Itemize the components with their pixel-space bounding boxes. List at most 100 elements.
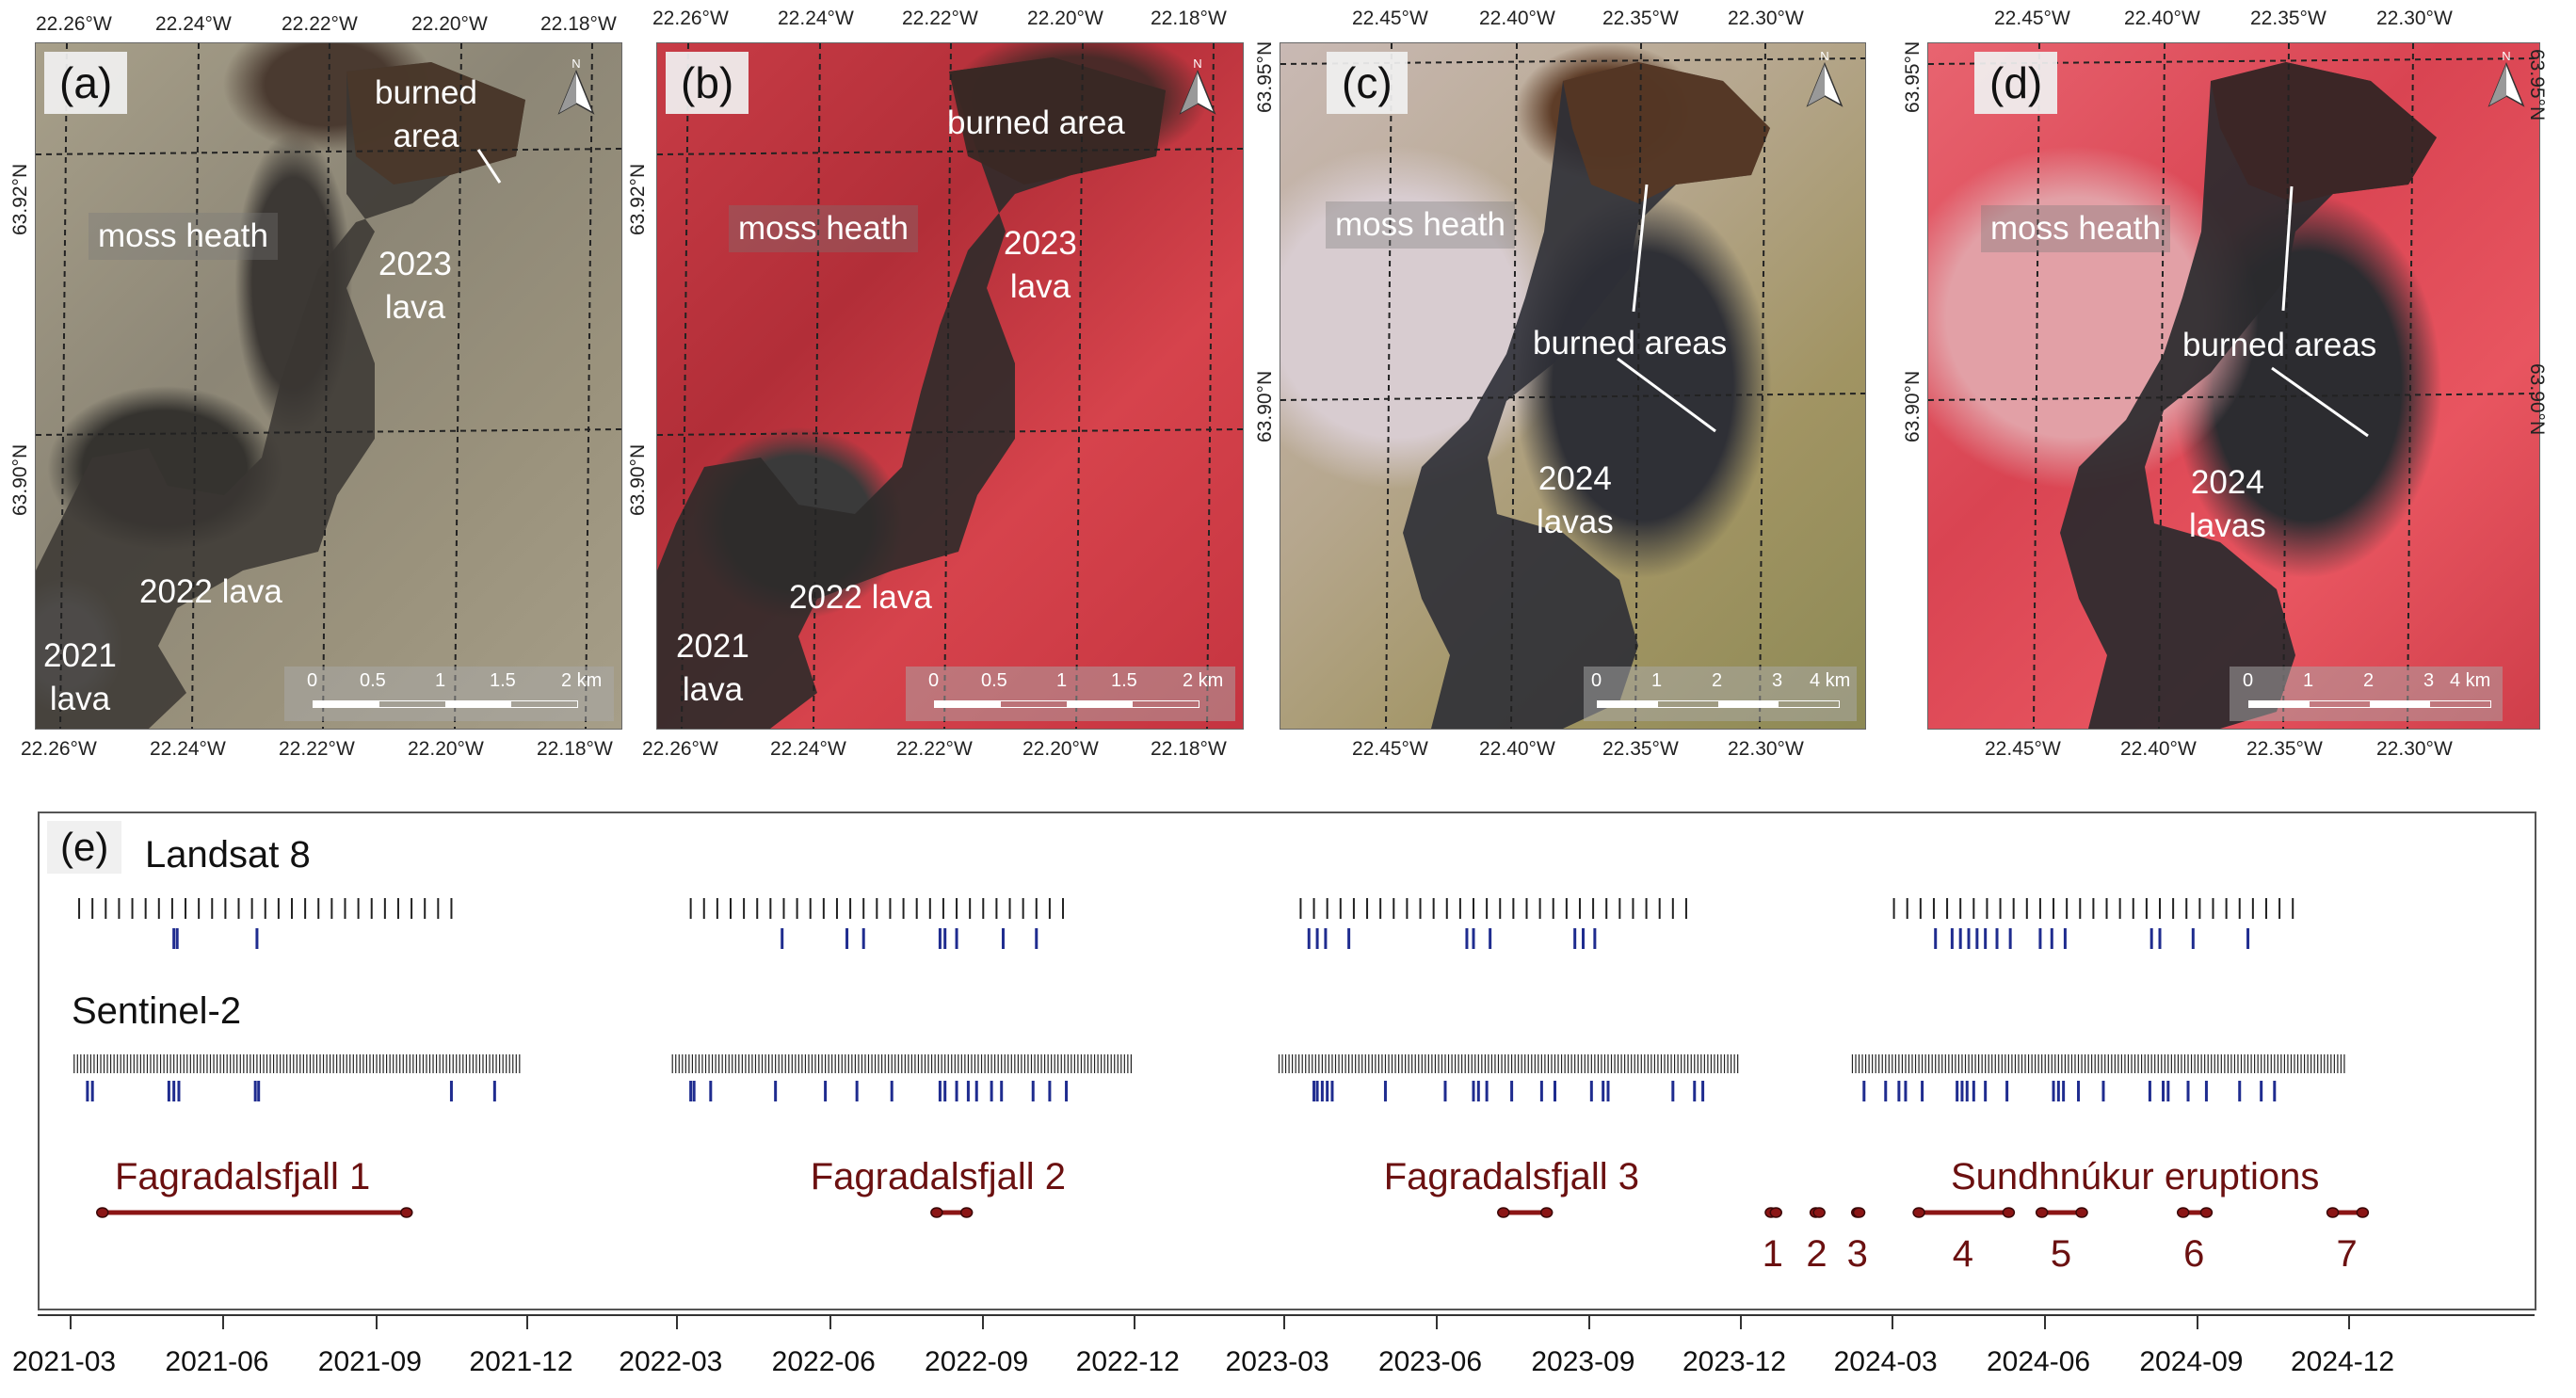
burned-areas-label-c: burned areas: [1533, 325, 1728, 362]
lava-flows-b: [657, 43, 1243, 729]
axis-tick-mark: [1891, 1314, 1893, 1329]
lava-2022-label-b: 2022 lava: [789, 579, 932, 616]
scale-tick: 1: [1651, 670, 1663, 691]
axis-tick-label: 2021-03: [12, 1346, 117, 1377]
eruption-end-marker: [930, 1207, 943, 1218]
scale-tick: 0: [1591, 670, 1602, 691]
axis-tick-mark: [829, 1314, 831, 1329]
top-tick: 22.35°W: [1602, 8, 1679, 29]
north-arrow-n-c: N: [1820, 49, 1828, 63]
burned-area-label-a: burned area: [375, 74, 477, 154]
axis-tick-mark: [375, 1314, 378, 1329]
scale-tick: 1: [1056, 670, 1068, 691]
right-tick: 63.90°N: [2526, 363, 2548, 436]
top-tick: 22.22°W: [282, 13, 358, 35]
lava-flows-c: [1280, 43, 1865, 729]
burned-areas-label-d: burned areas: [2182, 327, 2377, 363]
left-tick: 63.90°N: [1902, 370, 1924, 442]
eruption-end-marker: [2035, 1207, 2049, 1218]
north-arrow-n-d: N: [2502, 49, 2510, 63]
scale-tick: 1: [2303, 670, 2314, 691]
north-arrow-n-a: N: [572, 56, 580, 71]
scale-tick: 0: [307, 670, 318, 691]
panel-e-label: (e): [47, 821, 122, 874]
lava-2021-label-b: 2021 lava: [676, 628, 749, 708]
north-arrow-d: N: [2486, 45, 2527, 111]
axis-tick-label: 2022-09: [925, 1346, 1029, 1377]
top-tick: 22.18°W: [540, 13, 617, 35]
eruption-end-marker: [1852, 1207, 1866, 1218]
eruption-end-marker: [2176, 1207, 2190, 1218]
eruption-end-marker: [2002, 1207, 2016, 1218]
scale-tick: 0.5: [360, 670, 386, 691]
axis-tick-label: 2021-06: [165, 1346, 269, 1377]
lava-2024-label-d: 2024 lavas: [2189, 464, 2266, 544]
sundhnukur-number: 1: [1762, 1233, 1783, 1275]
map-image-b: (b) burned area moss heath 2023 lava 202…: [656, 42, 1244, 730]
left-tick: 63.90°N: [1254, 370, 1276, 442]
scale-bar-c: [1584, 667, 1857, 721]
eruption-end-marker: [1497, 1207, 1510, 1218]
scale-tick: 2 km: [561, 670, 603, 691]
axis-tick-mark: [2348, 1314, 2350, 1329]
top-tick: 22.35°W: [2250, 8, 2326, 29]
axis-tick-mark: [1282, 1314, 1285, 1329]
moss-heath-label-c: moss heath: [1326, 201, 1515, 249]
panel-d-label: (d): [1974, 52, 2058, 114]
scale-tick: 4 km: [2450, 670, 2491, 691]
north-arrow-n-b: N: [1193, 56, 1201, 71]
bottom-tick: 22.30°W: [1728, 738, 1804, 760]
landsat-label: Landsat 8: [145, 834, 311, 876]
moss-heath-label-b: moss heath: [729, 205, 918, 252]
axis-tick-label: 2021-09: [317, 1346, 422, 1377]
top-tick: 22.40°W: [2124, 8, 2200, 29]
axis-tick-label: 2021-12: [469, 1346, 573, 1377]
eruption-end-marker: [96, 1207, 109, 1218]
axis-tick-label: 2024-12: [2291, 1346, 2395, 1377]
eruption-end-marker: [400, 1207, 413, 1218]
axis-tick-mark: [1133, 1314, 1135, 1329]
scale-tick: 2 km: [1183, 670, 1224, 691]
top-tick: 22.24°W: [778, 8, 854, 29]
top-tick: 22.45°W: [1994, 8, 2070, 29]
axis-tick-mark: [2043, 1314, 2046, 1329]
top-tick: 22.22°W: [902, 8, 978, 29]
bottom-tick: 22.26°W: [642, 738, 718, 760]
eruption-end-marker: [2199, 1207, 2214, 1218]
timeline-panel: (e) Landsat 8 Sentinel-2 Fagradalsfjall …: [38, 811, 2536, 1310]
eruption-label: Fagradalsfjall 2: [810, 1156, 1066, 1197]
bottom-tick: 22.35°W: [1602, 738, 1679, 760]
right-tick: 63.95°N: [2526, 49, 2548, 121]
scale-tick: 0: [2243, 670, 2254, 691]
scale-tick: 0: [928, 670, 940, 691]
axis-line: [38, 1314, 2535, 1316]
top-tick: 22.20°W: [1027, 8, 1103, 29]
eruption-end-marker: [2075, 1207, 2088, 1218]
moss-heath-label-d: moss heath: [1981, 205, 2170, 252]
sundhnukur-number: 2: [1806, 1233, 1827, 1275]
axis-tick-mark: [1435, 1314, 1438, 1329]
scale-tick: 1: [435, 670, 446, 691]
axis-tick-label: 2022-03: [619, 1346, 723, 1377]
eruption-end-marker: [1769, 1207, 1783, 1218]
scale-tick: 3: [2423, 670, 2435, 691]
scale-tick: 2: [2363, 670, 2375, 691]
eruption-end-marker: [1539, 1207, 1554, 1218]
lava-2023-label-a: 2023 lava: [378, 246, 452, 326]
sundhnukur-label: Sundhnúkur eruptions: [1951, 1156, 2320, 1197]
scale-tick: 1.5: [1111, 670, 1137, 691]
scale-bar-a: [284, 667, 614, 721]
sundhnukur-number: 5: [2050, 1233, 2072, 1275]
lava-flows-a: [36, 43, 621, 729]
bottom-tick: 22.45°W: [1352, 738, 1428, 760]
bottom-tick: 22.40°W: [1479, 738, 1555, 760]
bottom-tick: 22.20°W: [1022, 738, 1099, 760]
left-tick: 63.95°N: [1902, 40, 1924, 113]
lava-flows-d: [1928, 43, 2539, 729]
bottom-tick: 22.26°W: [21, 738, 97, 760]
scale-line-d: [2248, 700, 2491, 708]
axis-tick-label: 2024-06: [1986, 1346, 2091, 1377]
bottom-tick: 22.22°W: [896, 738, 973, 760]
axis-tick-label: 2022-06: [771, 1346, 876, 1377]
axis-tick-mark: [2197, 1314, 2199, 1329]
